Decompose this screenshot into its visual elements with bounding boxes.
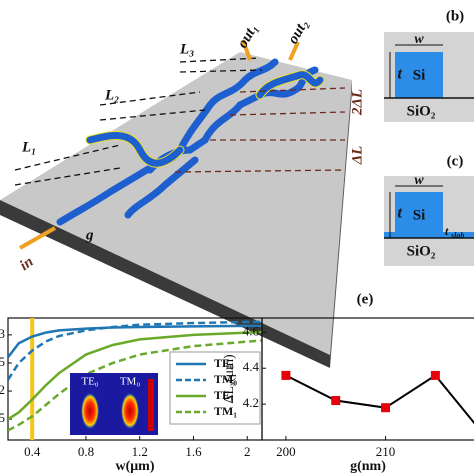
series-line xyxy=(8,330,262,421)
dl-label: ΔL xyxy=(349,146,365,166)
x-axis-label: w(μm) xyxy=(115,459,154,474)
substrate-label: SiO₂ xyxy=(407,243,436,259)
device-schematic: L₁ L₂ L₃ out₁ out₂ 2ΔL ΔL g in xyxy=(0,17,365,368)
plot-area xyxy=(281,370,474,425)
y-tick-label: 2 xyxy=(0,382,5,397)
x-tick-label: 210 xyxy=(376,444,396,459)
y-tick-label: 1.5 xyxy=(0,410,5,425)
x-tick-label: 1.2 xyxy=(132,444,148,459)
2dl-label: 2ΔL xyxy=(349,89,365,116)
colorbar xyxy=(148,379,154,431)
mode-profile xyxy=(81,393,99,429)
plot-area xyxy=(8,318,262,440)
t-label: t xyxy=(398,205,403,222)
core-label: Si xyxy=(413,67,426,83)
l2-label: L₂ xyxy=(104,87,119,103)
core-label: Si xyxy=(413,207,426,223)
panel-label: (c) xyxy=(447,153,464,169)
x-tick-label: 0.8 xyxy=(78,444,94,459)
mode-profile xyxy=(121,393,139,429)
x-tick-label: 2 xyxy=(244,444,251,459)
panel-label: (b) xyxy=(446,8,464,24)
series-line xyxy=(285,374,474,425)
slab-label: t xyxy=(445,224,449,238)
y-tick-label: 4.6 xyxy=(243,323,260,338)
y-tick-label: 4.2 xyxy=(243,395,259,410)
y-tick-label: 3 xyxy=(0,326,5,341)
w-label: w xyxy=(414,173,424,188)
inset-label: TM₀ xyxy=(120,376,141,388)
t-label: t xyxy=(398,66,403,83)
slab-subscript: slab xyxy=(450,231,464,240)
series-line xyxy=(8,339,262,432)
data-point xyxy=(331,396,341,406)
legend-label: TE₀ xyxy=(214,356,234,370)
l3-label: L₃ xyxy=(179,41,194,57)
legend-label: TM₁ xyxy=(214,404,237,418)
out1-label: out₁ xyxy=(235,21,261,51)
data-point xyxy=(281,370,291,380)
x-tick-label: 200 xyxy=(276,444,296,459)
data-point xyxy=(430,370,440,380)
legend-label: TE₁ xyxy=(214,388,234,402)
x-axis-label: g(nm) xyxy=(350,459,386,474)
w-label: w xyxy=(414,32,424,47)
inset-label: TE₀ xyxy=(81,376,98,388)
chart-d: 0.4 0.8 1.2 1.6 2 3 2.5 2 1.5 w(μm) TE₀ TM₀ TE₀ TM₀ TE… xyxy=(0,317,263,474)
y-tick-label: 2.5 xyxy=(0,354,5,369)
l1-label: L₁ xyxy=(21,139,36,155)
in-label: in xyxy=(17,254,36,274)
chart-e: 2002102204.24.44.6g(nm)ΔLₓ(μm)(e) xyxy=(222,291,474,474)
series-line xyxy=(8,320,262,381)
plot-frame xyxy=(261,317,474,441)
y-tick-label: 4.4 xyxy=(243,359,260,374)
cross-section-b: (b) w t Si SiO₂ xyxy=(384,8,474,122)
x-tick-label: 1.6 xyxy=(185,444,202,459)
series-line xyxy=(8,324,262,359)
data-point xyxy=(381,403,391,413)
g-label: g xyxy=(85,227,94,243)
panel-label: (e) xyxy=(357,291,374,307)
legend-label: TM₀ xyxy=(214,372,237,386)
y-axis-label: ΔLₓ(μm) xyxy=(222,354,237,404)
cross-section-c: (c) w t Si t slab SiO₂ xyxy=(384,153,474,266)
x-tick-label: 0.4 xyxy=(24,444,41,459)
out2-label: out₂ xyxy=(285,17,311,47)
substrate-label: SiO₂ xyxy=(407,103,436,119)
